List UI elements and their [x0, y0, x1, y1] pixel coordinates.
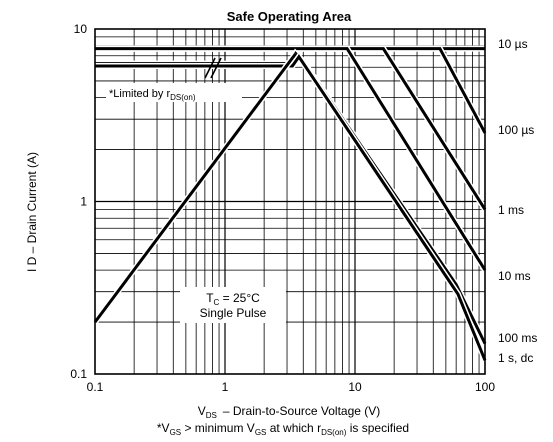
footnote: *VGS > minimum VGS at which rDS(on) is s…	[157, 421, 409, 437]
footnote-p1: *V	[157, 421, 170, 435]
footnote-p2: > minimum V	[181, 421, 255, 435]
series-label-layer: 10 µs 100 µs 1 ms 10 ms 100 ms 1 s, dc	[498, 37, 537, 365]
single-pulse-annotation: Single Pulse	[200, 306, 267, 320]
y-axis-label: I D – Drain Current (A)	[25, 152, 39, 272]
plot-frame	[94, 28, 486, 375]
series-label: 100 µs	[498, 123, 534, 137]
series-label: 10 ms	[498, 269, 531, 283]
tc-annotation: TC = 25°C	[206, 291, 260, 307]
tc-sub: C	[214, 298, 220, 307]
x-tick-label: 0.1	[87, 380, 104, 394]
x-tick-label: 1	[222, 380, 229, 394]
x-axis-label-v: V	[198, 404, 206, 418]
chart-title: Safe Operating Area	[227, 9, 352, 24]
break-mark-1	[204, 57, 216, 79]
series-label: 1 s, dc	[498, 351, 533, 365]
series-line	[93, 52, 297, 323]
series-line	[95, 54, 487, 361]
footnote-p3: at which r	[266, 421, 321, 435]
y-tick-label: 1	[80, 195, 87, 209]
break-mark-2	[210, 57, 222, 79]
limited-by-annotation: *Limited by rDS(on)	[109, 88, 196, 102]
series-label: 10 µs	[498, 37, 528, 51]
x-axis-label-rest: – Drain-to-Source Voltage (V)	[223, 404, 380, 418]
x-axis-label-sub: DS	[206, 411, 217, 420]
y-tick-label: 0.1	[70, 367, 87, 381]
y-tick-label: 10	[74, 22, 88, 36]
series-label: 1 ms	[498, 203, 524, 217]
x-tick-label: 100	[475, 380, 495, 394]
tick-layer: 0.1 1 10 100 0.1 1 10	[70, 22, 495, 394]
footnote-s2: GS	[255, 428, 267, 437]
x-tick-label: 10	[348, 380, 362, 394]
series-line	[95, 47, 487, 271]
footnote-s3: DS(on)	[321, 428, 347, 437]
series-line	[95, 47, 487, 211]
footnote-s1: GS	[170, 428, 182, 437]
footnote-p4: is specified	[346, 421, 409, 435]
series-layer	[92, 45, 488, 362]
limited-by-label-bg	[106, 83, 242, 102]
grid-layer	[95, 29, 485, 374]
limited-by-prefix: *Limited by r	[109, 88, 170, 100]
series-halo	[95, 51, 488, 362]
series-label: 100 ms	[498, 331, 537, 345]
tc-suffix: = 25°C	[219, 291, 260, 305]
limited-by-sub: DS(on)	[170, 93, 196, 102]
tc-prefix: T	[206, 291, 214, 305]
x-axis-label: VDS – Drain-to-Source Voltage (V)	[198, 404, 381, 420]
series-halo	[95, 45, 488, 212]
conditions-label-bg	[180, 287, 286, 323]
